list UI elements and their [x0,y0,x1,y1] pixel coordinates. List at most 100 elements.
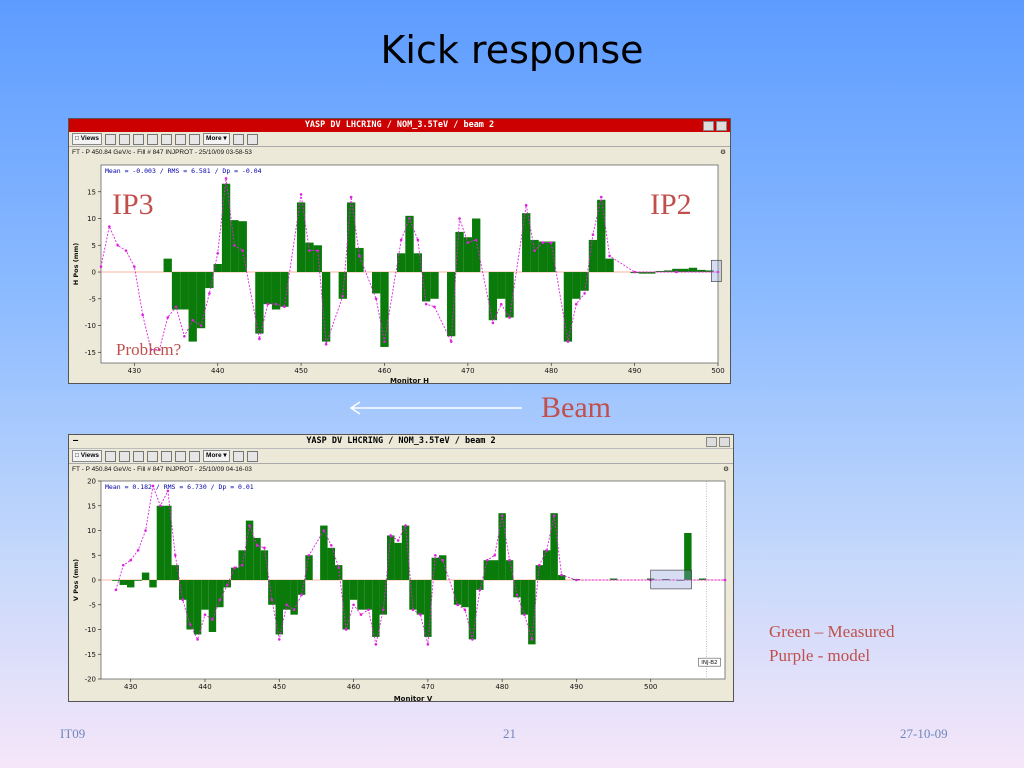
bottom-window-titlebar[interactable]: — YASP DV LHCRING / NOM_3.5TeV / beam 2 [69,435,733,449]
more-label: More [206,135,222,142]
measured-bar [238,221,247,273]
minimize-icon[interactable] [706,437,717,447]
measured-bar [188,272,197,342]
top-window-titlebar[interactable]: YASP DV LHCRING / NOM_3.5TeV / beam 2 [69,119,730,132]
measured-bar [472,218,481,273]
maximize-icon[interactable] [716,121,727,131]
x-tick-label: 490 [570,683,583,691]
footer-left: IT09 [60,726,86,741]
panel-icon[interactable] [189,450,201,462]
more-button[interactable]: More ▾ [203,450,230,462]
measured-bar [297,580,306,595]
measured-bar [193,580,202,635]
model-point [151,484,155,488]
model-point [359,613,363,616]
print-icon[interactable] [246,450,258,462]
measured-bar [253,537,261,580]
views-label: Views [80,135,100,142]
panel-icon[interactable] [189,133,201,145]
y-tick-label: 10 [87,527,96,535]
model-point [270,598,274,602]
top-info-bar: FT - P 450.84 GeV/c - Fill # 847 INJPROT… [69,147,730,158]
y-tick-label: -10 [85,626,96,634]
model-point [241,249,245,252]
y-tick-label: -15 [85,651,96,659]
model-point [211,618,214,621]
model-point [341,294,345,298]
more-button[interactable]: More ▾ [203,133,230,145]
x-tick-label: 460 [347,683,360,691]
window-menu-icon[interactable]: — [73,436,79,446]
model-point [723,578,727,582]
measured-bar [439,555,447,580]
list-icon[interactable] [119,450,131,462]
measured-bar [355,247,364,273]
model-point [324,342,328,346]
zoom-selection-box[interactable] [711,259,722,282]
measured-bar [283,580,291,610]
grid-icon[interactable] [105,450,117,462]
minimize-icon[interactable] [703,121,714,131]
columns-icon[interactable] [147,450,159,462]
model-point [300,593,303,597]
y-tick-label: -10 [85,322,96,330]
measured-bar [364,580,373,610]
settings-gear-icon[interactable]: ⚙ [720,149,726,156]
model-point [144,529,147,532]
list-icon[interactable] [119,133,131,145]
settings-gear-icon[interactable]: ⚙ [723,466,729,473]
measured-bar [321,272,331,342]
model-point [133,265,136,268]
model-point [248,524,251,527]
model-point [549,241,553,244]
x-tick-label: 480 [545,367,558,375]
measured-bar [221,183,231,273]
views-button[interactable]: □ Views [72,133,103,145]
table-icon[interactable] [133,450,145,462]
columns-icon[interactable] [147,133,159,145]
model-point [608,254,611,258]
layout-icon[interactable] [175,450,187,462]
measured-bar [663,270,673,273]
top-window-title: YASP DV LHCRING / NOM_3.5TeV / beam 2 [304,120,495,130]
model-point [208,292,211,295]
export-icon[interactable] [232,450,244,462]
x-axis-label: Monitor H [390,377,429,385]
measured-bar [520,580,529,615]
model-point [159,504,162,508]
model-point [583,292,586,295]
x-tick-label: 470 [461,367,474,375]
print-icon[interactable] [246,133,258,145]
measured-bar [346,202,356,273]
measured-bar [260,550,269,580]
measured-bar [463,237,473,273]
model-point [575,578,578,582]
measured-bar [431,557,439,580]
model-point [474,238,478,242]
y-tick-label: -20 [85,676,96,684]
settings-icon[interactable] [161,450,173,462]
model-point [352,603,355,607]
model-point [240,563,244,567]
settings-icon[interactable] [161,133,173,145]
table-icon[interactable] [133,133,145,145]
measured-bar [543,550,551,580]
layout-icon[interactable] [175,133,187,145]
footer-date: 27-10-09 [900,726,948,741]
measured-bar [216,580,224,608]
model-point [114,588,118,592]
views-button[interactable]: □ Views [72,450,103,462]
model-point [181,598,185,602]
model-point [224,177,228,180]
bottom-toolbar: □ Views More ▾ [69,449,733,464]
measured-bar [387,535,395,580]
model-point [552,514,556,517]
maximize-icon[interactable] [719,437,730,447]
model-point [383,340,386,343]
model-point [233,566,237,569]
legend-measured: Green – Measured [769,622,895,641]
grid-icon[interactable] [105,133,117,145]
export-icon[interactable] [232,133,244,145]
zoom-selection-box[interactable] [650,569,692,590]
measured-bar [196,272,206,329]
